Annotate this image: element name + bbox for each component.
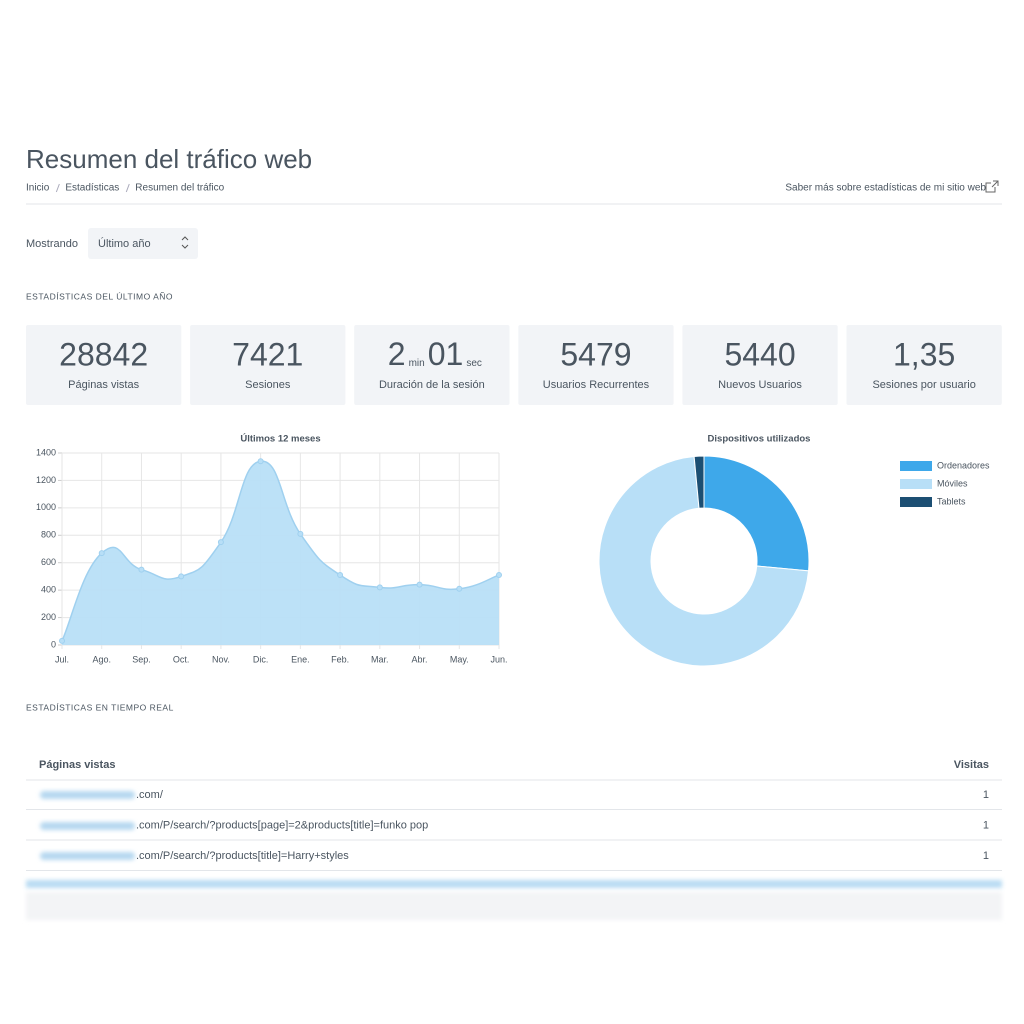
stat-label: Duración de la sesión [379,379,485,391]
data-point [297,530,304,537]
y-tick-label: 600 [41,557,56,567]
breadcrumb-separator [125,183,130,193]
stat-card [518,325,674,405]
area [62,461,499,645]
blurred-row [26,880,1002,888]
x-tick-label: Sep. [132,654,151,664]
stat-card [846,325,1002,405]
y-tick-label: 800 [41,530,56,540]
page-link[interactable]: .com/P/search/?products[title]=Harry+sty… [136,850,349,862]
breadcrumb-item[interactable]: Inicio [26,183,50,194]
y-tick-label: 1000 [36,502,56,512]
stat-card [190,325,346,405]
legend-swatch [900,497,932,507]
blurred-domain [40,822,135,830]
stat-value-part: min [409,358,425,369]
chart-title: Últimos 12 meses [240,433,320,445]
data-point [416,581,423,588]
data-point [337,572,344,579]
visit-count: 1 [983,789,989,801]
x-tick-label: Nov. [212,654,230,664]
legend-label: Ordenadores [937,460,990,470]
y-tick-label: 1400 [36,447,56,457]
blurred-domain [40,852,135,860]
stat-card [26,325,182,405]
x-tick-label: Mar. [371,654,389,664]
stat-card [682,325,838,405]
stat-card [354,325,510,405]
x-tick-label: Dic. [253,654,269,664]
section-heading: ESTADÍSTICAS DEL ÚLTIMO AÑO [26,291,173,301]
stat-label: Usuarios Recurrentes [543,379,650,391]
x-tick-label: Feb. [331,654,349,664]
x-tick-label: Ago. [92,654,111,664]
data-point [456,585,463,592]
donut-slice [693,455,705,509]
data-point [59,637,65,644]
stat-label: Páginas vistas [68,379,139,391]
chart-title: Dispositivos utilizados [708,434,811,445]
blurred-domain [40,791,135,799]
breadcrumb-item: Resumen del tráfico [135,183,224,194]
help-link[interactable]: Saber más sobre estadísticas de mi sitio… [785,183,986,194]
visit-count: 1 [983,850,989,862]
select-arrows [181,236,189,249]
data-point [217,539,224,546]
stat-value: 5440 [724,336,795,372]
x-tick-label: Jul. [55,654,69,664]
page-title: Resumen del tráfico web [26,144,312,174]
stat-value: 7421 [232,336,303,372]
stat-value: 5479 [560,336,631,372]
stat-value-part: sec [466,358,482,369]
visit-count: 1 [983,819,989,831]
table-header: Páginas vistas [39,759,115,771]
page-link[interactable]: .com/P/search/?products[page]=2&products… [136,819,428,831]
x-tick-label: Oct. [173,654,190,664]
stat-value: 2 min01 sec [388,336,482,372]
external-link-icon [985,180,999,193]
stat-value-part: 2 [388,336,406,372]
stat-value: 28842 [59,336,148,372]
y-tick-label: 400 [41,585,56,595]
y-tick-label: 200 [41,612,56,622]
data-point [496,572,502,579]
x-tick-label: May. [450,654,469,664]
stat-value: 1,35 [893,336,955,372]
donut-slice [703,455,810,572]
table-header: Visitas [954,759,989,771]
x-tick-label: Abr. [412,654,428,664]
x-tick-label: Ene. [291,654,310,664]
filter-value: Último año [98,237,151,250]
y-tick-label: 1200 [36,475,56,485]
filter-label: Mostrando [26,238,78,250]
data-point [257,458,264,465]
breadcrumb-item[interactable]: Estadísticas [65,183,119,194]
stat-label: Sesiones [245,379,291,391]
legend-label: Móviles [937,478,968,488]
data-point [138,566,145,573]
y-tick-label: 0 [51,639,56,649]
data-point [98,550,105,557]
stat-label: Nuevos Usuarios [718,379,802,391]
breadcrumb-separator [55,183,60,193]
legend-swatch [900,479,932,489]
legend-label: Tablets [937,496,966,506]
blurred-row [26,892,1002,920]
page-link[interactable]: .com/ [136,789,164,801]
data-point [376,584,383,591]
section-heading: ESTADÍSTICAS EN TIEMPO REAL [26,702,174,712]
x-tick-label: Jun. [490,654,507,664]
stat-label: Sesiones por usuario [872,379,975,391]
select-box[interactable] [88,228,198,259]
donut-slice [598,455,810,667]
stat-value-part: 01 [428,336,464,372]
data-point [178,573,185,580]
legend-swatch [900,461,932,471]
